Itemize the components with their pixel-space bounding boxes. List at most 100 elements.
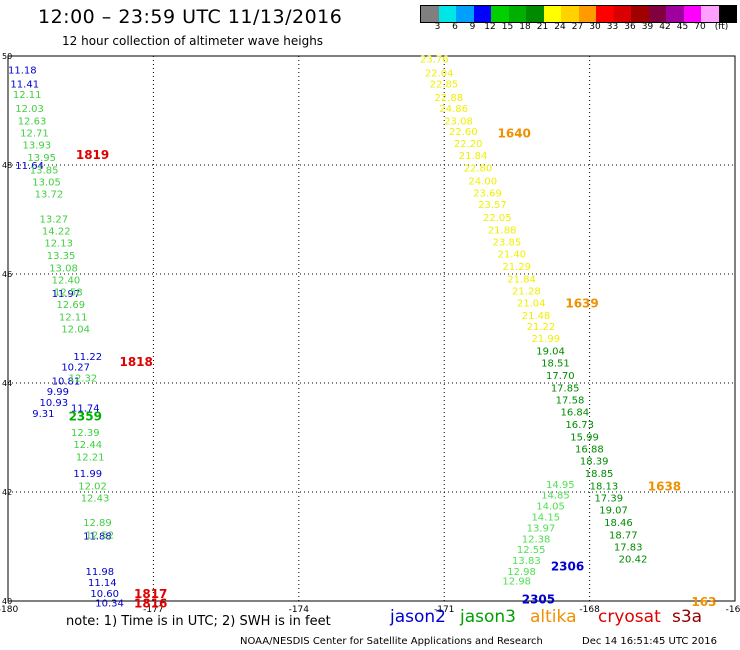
latitude-tick-label: 42 <box>2 488 12 497</box>
wave-height-label: 12.63 <box>18 116 47 127</box>
wave-height-label: 11.18 <box>8 66 37 77</box>
wave-height-label: 17.58 <box>556 395 585 406</box>
longitude-tick-label: -177 <box>143 605 163 615</box>
pass-time-label: 1818 <box>119 355 152 369</box>
footer-timestamp: Dec 14 16:51:45 UTC 2016 <box>582 636 717 647</box>
wave-height-label: 15.99 <box>570 432 599 443</box>
latitude-tick-label: 48 <box>2 161 12 170</box>
color-scale-tick-label: 27 <box>571 22 584 32</box>
latitude-tick-label: 44 <box>2 379 12 388</box>
wave-height-label: 12.04 <box>61 325 90 336</box>
wave-height-label: 21.88 <box>488 225 517 236</box>
wave-height-label: 14.05 <box>536 502 565 513</box>
color-scale-tick-label: 36 <box>624 22 636 32</box>
wave-height-label: 16.73 <box>565 420 594 431</box>
legend-entry-jason3: jason3 <box>460 607 516 627</box>
wave-height-label: 12.11 <box>13 90 42 101</box>
legend-entry-cryosat: cryosat <box>598 607 661 627</box>
wave-height-label: 14.22 <box>42 226 71 237</box>
wave-height-label: 13.08 <box>49 263 78 274</box>
wave-height-label: 13.93 <box>23 140 52 151</box>
wave-height-label: 12.21 <box>76 453 105 464</box>
wave-height-label: 12.98 <box>502 576 531 587</box>
wave-height-label: 24.00 <box>468 176 497 187</box>
wave-height-label: 9.99 <box>47 387 69 398</box>
wave-height-label: 11.64 <box>15 161 44 172</box>
color-scale-labels: 3 6 9 12 15 18 21 24 27 30 33 36 39 42 45 70 (ft) <box>420 22 740 34</box>
pass-time-label: 1819 <box>76 148 109 162</box>
wave-height-label: 10.60 <box>90 589 119 600</box>
wave-height-label: 21.84 <box>507 274 536 285</box>
wave-height-label: 23.57 <box>478 200 507 211</box>
wave-height-label: 21.28 <box>512 286 541 297</box>
wave-height-label: 22.05 <box>483 213 512 224</box>
pass-time-label: 163 <box>691 595 716 609</box>
longitude-tick-label: -180 <box>0 605 18 615</box>
wave-height-label: 16.88 <box>575 444 604 455</box>
wave-height-label: 18.13 <box>590 481 619 492</box>
wave-height-label: 22.60 <box>449 127 478 138</box>
wave-height-label: 22.20 <box>454 139 483 150</box>
latitude-tick-label: 46 <box>2 270 12 279</box>
wave-height-label: 13.05 <box>32 177 61 188</box>
color-scale-tick-label: 70 <box>694 22 706 32</box>
wave-height-label: 18.77 <box>609 531 638 542</box>
color-swatch <box>456 6 474 22</box>
wave-height-label: 12.38 <box>522 534 551 545</box>
color-swatch <box>473 6 491 22</box>
wave-height-label: 22.85 <box>430 79 459 90</box>
wave-height-label: 12.43 <box>81 493 110 504</box>
latitude-tick-label: 40 <box>2 597 12 606</box>
wave-height-label: 19.04 <box>536 346 565 357</box>
wave-height-label: 9.31 <box>32 409 54 420</box>
color-scale-tick-label: 24 <box>554 22 566 32</box>
wave-height-label: 18.85 <box>585 469 614 480</box>
wave-height-label: 12.03 <box>15 104 44 115</box>
wave-height-label: 12.32 <box>69 374 98 385</box>
wave-height-label: 11.98 <box>86 567 115 578</box>
wave-height-label: 17.85 <box>551 383 580 394</box>
color-scale-tick-label: 15 <box>501 22 514 32</box>
pass-time-label: 1640 <box>498 126 531 140</box>
wave-height-label: 11.88 <box>83 532 112 543</box>
pass-time-label: 1817 <box>134 587 167 601</box>
pass-time-label: 1638 <box>648 479 681 493</box>
wave-height-label: 17.39 <box>594 493 623 504</box>
wave-height-label: 10.93 <box>40 398 69 409</box>
color-swatch <box>438 6 456 22</box>
color-scale-tick-label: 9 <box>469 22 476 32</box>
legend-entry-s3a: s3a <box>672 607 703 627</box>
wave-height-label: 21.29 <box>502 262 531 273</box>
color-swatch <box>718 6 736 22</box>
wave-height-label: 10.27 <box>61 363 90 374</box>
wave-height-label: 14.95 <box>546 480 575 491</box>
color-scale-tick-label: 6 <box>452 22 458 32</box>
color-scale-tick-label: 33 <box>606 22 619 32</box>
pass-time-label: 2305 <box>522 592 555 606</box>
wave-height-label: 23.69 <box>473 188 502 199</box>
color-scale-tick-label: 12 <box>484 22 496 32</box>
color-swatch <box>561 6 579 22</box>
wave-height-label: 14.15 <box>531 513 560 524</box>
pass-time-label: 2359 <box>69 410 102 424</box>
wave-height-label: 22.80 <box>464 164 493 175</box>
wave-height-label: 12.55 <box>517 545 546 556</box>
color-scale-tick-label: 30 <box>589 22 601 32</box>
page-title: 12:00 – 23:59 UTC 11/13/2016 <box>38 6 343 28</box>
color-swatch <box>421 6 439 22</box>
wave-height-label: 17.83 <box>614 543 643 554</box>
wave-height-label: 19.07 <box>599 505 628 516</box>
wave-height-label: 11.14 <box>88 578 117 589</box>
color-scale-tick-label: 45 <box>676 22 689 32</box>
wave-height-label: 12.71 <box>20 128 49 139</box>
map-frame <box>7 55 736 602</box>
color-swatch <box>631 6 649 22</box>
wave-height-label: 21.84 <box>459 151 488 162</box>
wave-height-label: 20.42 <box>619 554 648 565</box>
longitude-tick-label: -174 <box>289 605 310 615</box>
wave-height-label: 12.52 <box>86 531 115 542</box>
color-swatch <box>596 6 614 22</box>
wave-height-label: 11.97 <box>52 289 81 300</box>
